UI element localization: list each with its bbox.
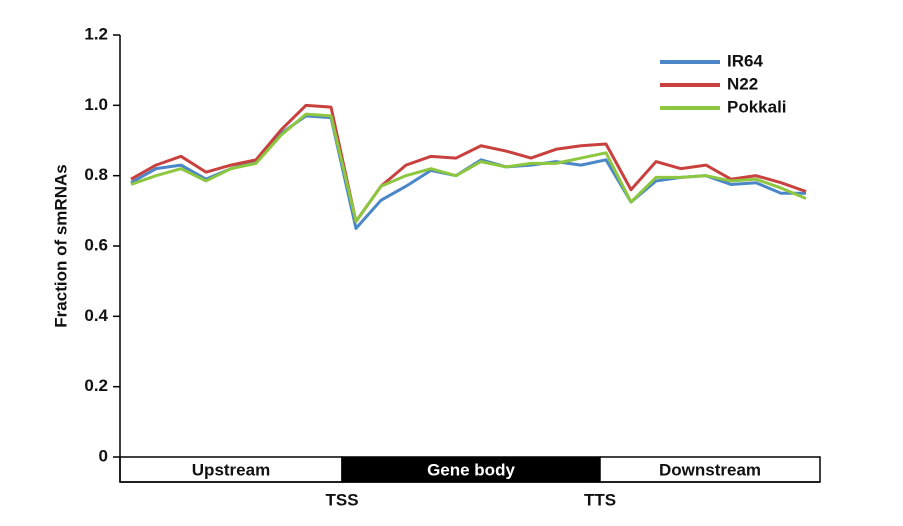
legend-label: N22 xyxy=(727,74,758,93)
boundary-label: TSS xyxy=(325,490,358,509)
y-tick-label: 0.2 xyxy=(84,376,108,395)
boundary-label: TTS xyxy=(584,490,616,509)
y-tick-label: 0.8 xyxy=(84,165,108,184)
legend-label: IR64 xyxy=(727,51,763,70)
series-line xyxy=(130,114,806,230)
y-tick-label: 0.4 xyxy=(84,306,108,325)
legend-label: Pokkali xyxy=(727,97,787,116)
y-tick-label: 1.0 xyxy=(84,95,108,114)
y-axis-label: Fraction of smRNAs xyxy=(51,164,70,327)
region-label: Downstream xyxy=(659,460,761,479)
series-line xyxy=(130,103,807,223)
region-label: Upstream xyxy=(192,460,270,479)
series-line xyxy=(130,112,807,223)
region-box xyxy=(341,456,601,483)
y-tick-label: 0.6 xyxy=(84,235,108,254)
region-label: Gene body xyxy=(427,460,515,479)
y-tick-label: 1.2 xyxy=(84,24,108,43)
y-tick-label: 0 xyxy=(99,446,108,465)
